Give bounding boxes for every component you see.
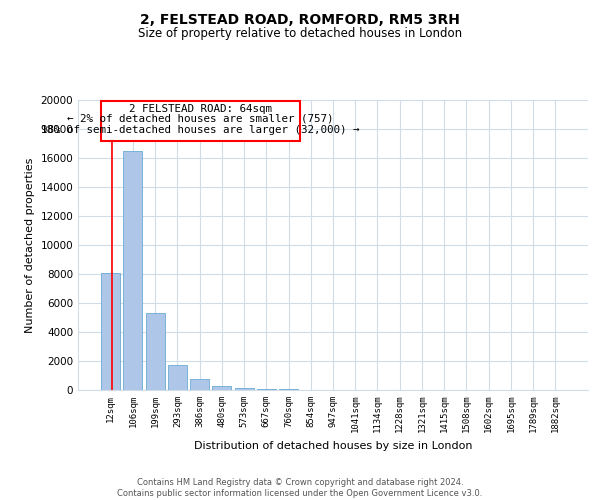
Bar	[146, 313, 164, 390]
Y-axis label: Number of detached properties: Number of detached properties	[25, 158, 35, 332]
Text: Size of property relative to detached houses in London: Size of property relative to detached ho…	[138, 28, 462, 40]
Bar	[101, 102, 299, 140]
Bar	[235, 388, 254, 390]
Bar	[212, 386, 231, 390]
Bar	[124, 151, 142, 390]
Text: Contains HM Land Registry data © Crown copyright and database right 2024.
Contai: Contains HM Land Registry data © Crown c…	[118, 478, 482, 498]
Text: 2 FELSTEAD ROAD: 64sqm: 2 FELSTEAD ROAD: 64sqm	[128, 104, 272, 114]
Text: 2, FELSTEAD ROAD, ROMFORD, RM5 3RH: 2, FELSTEAD ROAD, ROMFORD, RM5 3RH	[140, 12, 460, 26]
Bar	[190, 379, 209, 390]
X-axis label: Distribution of detached houses by size in London: Distribution of detached houses by size …	[194, 441, 472, 451]
Bar	[257, 388, 276, 390]
Text: ← 2% of detached houses are smaller (757): ← 2% of detached houses are smaller (757…	[67, 113, 334, 123]
Bar	[168, 364, 187, 390]
Text: 98% of semi-detached houses are larger (32,000) →: 98% of semi-detached houses are larger (…	[41, 126, 359, 136]
Bar	[101, 272, 120, 390]
